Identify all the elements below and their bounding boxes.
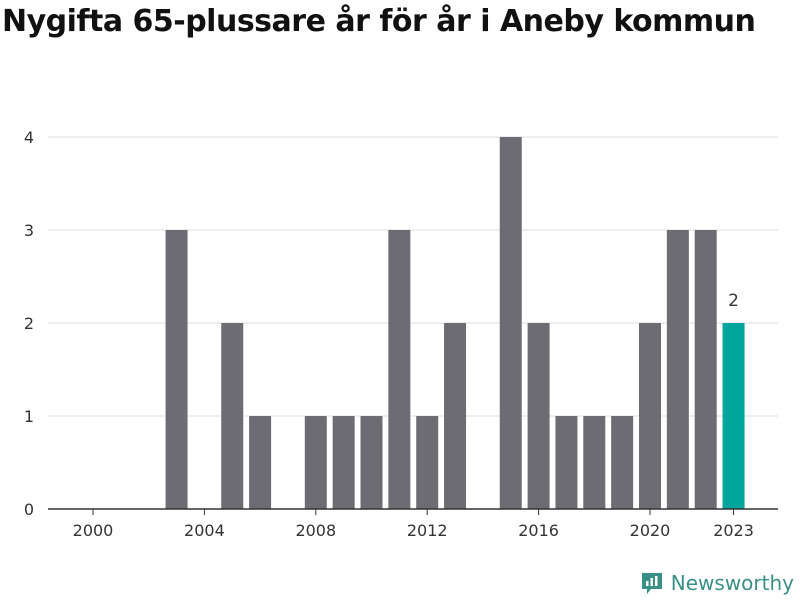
bar xyxy=(165,230,188,509)
bar xyxy=(416,416,439,509)
x-tick-label: 2016 xyxy=(518,521,559,540)
bar xyxy=(639,323,661,509)
bar xyxy=(388,230,411,509)
bar xyxy=(304,416,327,509)
x-tick-label: 2004 xyxy=(184,521,225,540)
y-tick-label: 0 xyxy=(24,500,34,519)
bar xyxy=(611,416,634,509)
bar xyxy=(444,323,467,509)
x-tick-label: 2023 xyxy=(713,521,754,540)
y-tick-label: 1 xyxy=(24,407,34,426)
data-label-highlight: 2 xyxy=(728,291,739,311)
newsworthy-logo-icon xyxy=(641,573,662,594)
y-tick-label: 3 xyxy=(24,221,34,240)
bar xyxy=(527,323,550,509)
brand-name: Newsworthy xyxy=(670,571,794,595)
bar xyxy=(499,137,522,509)
bar xyxy=(360,416,383,509)
x-tick-label: 2020 xyxy=(630,521,671,540)
bar xyxy=(249,416,272,509)
y-tick-label: 2 xyxy=(24,314,34,333)
bar xyxy=(666,230,689,509)
bar xyxy=(555,416,578,509)
bar xyxy=(694,230,717,509)
brand-logo: Newsworthy xyxy=(639,570,794,596)
y-tick-label: 4 xyxy=(24,128,34,147)
x-tick-label: 2008 xyxy=(295,521,336,540)
chart-title: Nygifta 65-plussare år för år i Aneby ko… xyxy=(2,4,756,39)
x-tick-label: 2000 xyxy=(73,521,114,540)
bar xyxy=(332,416,355,509)
bar xyxy=(221,323,244,509)
bar xyxy=(583,416,606,509)
bar-highlight xyxy=(722,323,745,509)
x-tick-label: 2012 xyxy=(407,521,448,540)
